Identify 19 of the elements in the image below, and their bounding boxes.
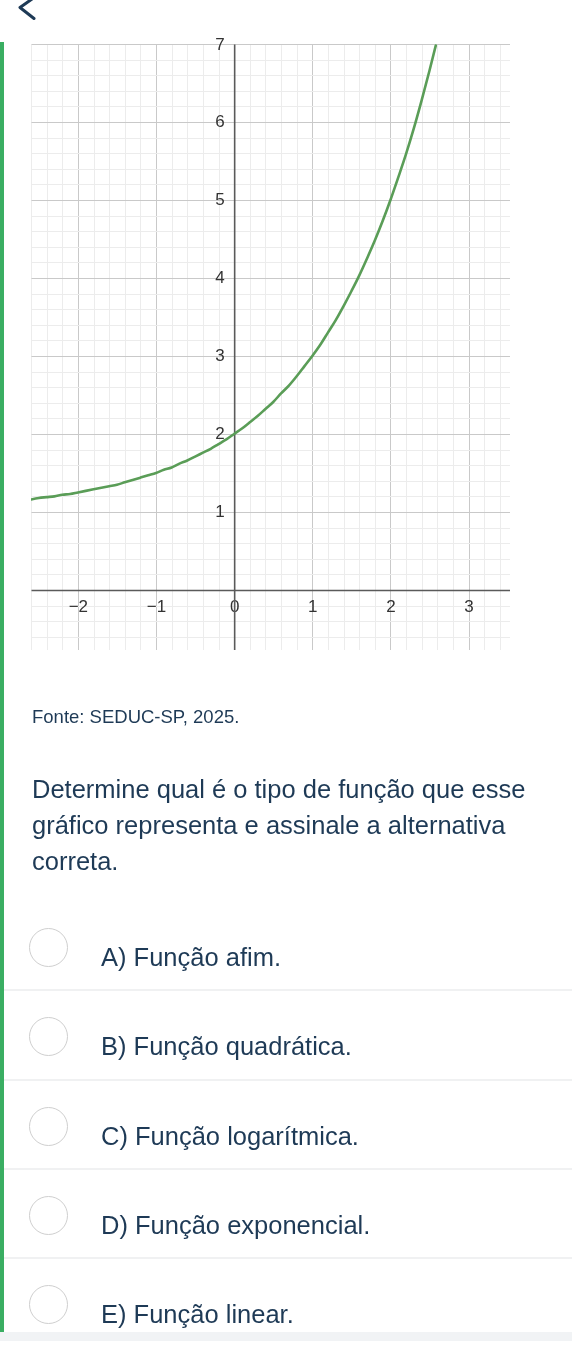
x-tick-label: 1: [308, 597, 318, 617]
y-tick-label: 5: [215, 190, 225, 210]
x-tick-label: −2: [68, 597, 89, 617]
x-tick-label: 3: [464, 597, 474, 617]
text: D) Função exponencial.: [101, 1209, 371, 1240]
y-tick-label: 6: [215, 112, 225, 132]
y-tick-label: 7: [215, 34, 225, 54]
text: C) Função logarítmica.: [101, 1120, 359, 1151]
y-tick-label: 3: [215, 346, 225, 366]
y-tick-label: 1: [215, 502, 225, 522]
text: A) Função afim.: [101, 942, 281, 972]
source-note: Fonte: SEDUC-SP, 2025.: [32, 705, 240, 729]
x-tick-label: 2: [386, 597, 396, 617]
y-tick-label: 2: [215, 424, 225, 444]
text: Determine qual é o tipo de função que esse gráfico representa e assinale a alternativa correta.: [32, 774, 527, 877]
x-tick-label: −1: [146, 597, 167, 617]
text: B) Função quadrática.: [101, 1031, 352, 1062]
text: E) Função linear.: [101, 1299, 294, 1330]
y-tick-label: 4: [215, 268, 225, 288]
